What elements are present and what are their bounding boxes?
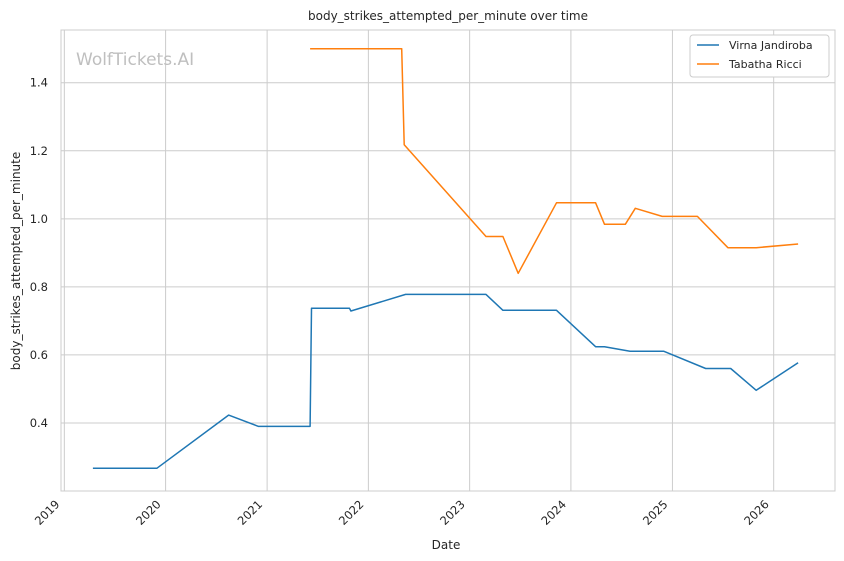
series-lines	[92, 47, 799, 469]
y-axis-ticks: 0.4 0.6 0.8 1.0 1.2 1.4	[30, 76, 48, 430]
y-axis-label: body_strikes_attempted_per_minute	[9, 152, 23, 370]
y-tick-label: 1.2	[30, 144, 48, 158]
chart-title: body_strikes_attempted_per_minute over t…	[308, 9, 588, 23]
y-tick-label: 0.6	[30, 348, 48, 362]
y-tick-label: 1.0	[30, 212, 48, 226]
legend-label-tabatha-ricci: Tabatha Ricci	[728, 58, 802, 71]
y-tick-label: 1.4	[30, 76, 48, 90]
y-tick-label: 0.4	[30, 416, 48, 430]
x-axis-label: Date	[432, 538, 461, 552]
legend-label-virna-jandiroba: Virna Jandiroba	[729, 39, 813, 52]
legend-box	[689, 34, 830, 78]
watermark: WolfTickets.AI	[76, 50, 194, 70]
series-line-tabatha-ricci	[310, 47, 799, 275]
plot-frame	[60, 29, 836, 492]
legend: Virna Jandiroba Tabatha Ricci	[689, 34, 830, 78]
series-line-virna-jandiroba	[92, 293, 799, 469]
y-tick-label: 0.8	[30, 280, 48, 294]
grid-lines	[61, 30, 835, 491]
